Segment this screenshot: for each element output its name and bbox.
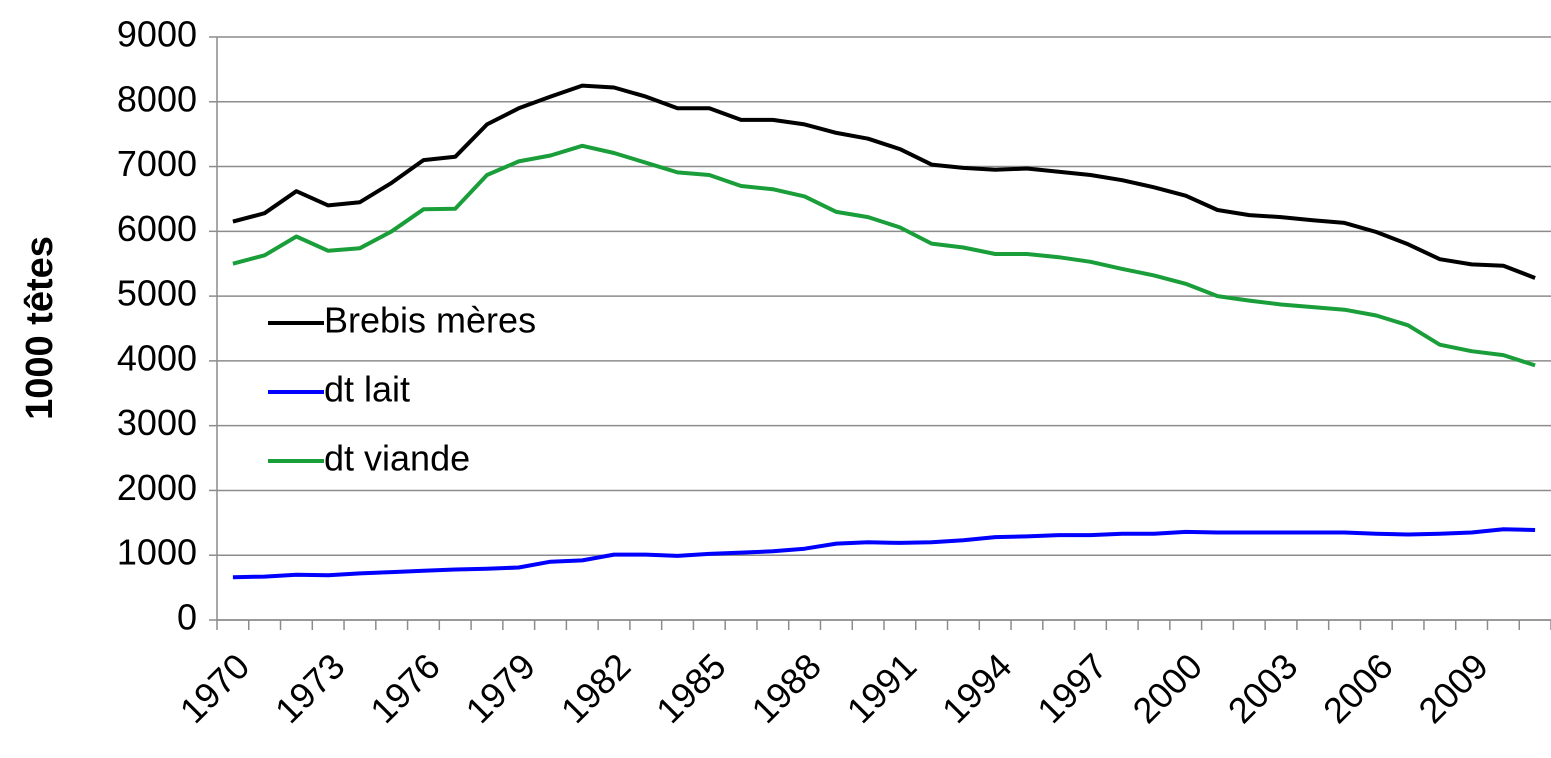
y-tick-label: 9000 xyxy=(117,14,197,55)
x-tick-label: 1994 xyxy=(934,645,1020,731)
y-tick-label: 2000 xyxy=(117,467,197,508)
x-tick-label: 1985 xyxy=(648,645,734,731)
series-line xyxy=(232,83,1536,280)
x-tick-label: 1970 xyxy=(172,645,258,731)
y-tick-label: 7000 xyxy=(117,143,197,184)
legend-label: dt lait xyxy=(324,369,410,410)
series-line xyxy=(232,143,1536,368)
legend-label: dt viande xyxy=(324,438,470,479)
series-line xyxy=(232,527,1536,580)
x-tick-label: 2000 xyxy=(1124,645,1210,731)
x-tick-label: 1991 xyxy=(839,645,925,731)
y-tick-label: 4000 xyxy=(117,337,197,378)
x-tick-label: 2003 xyxy=(1220,645,1306,731)
x-tick-label: 1982 xyxy=(553,645,639,731)
y-tick-label: 3000 xyxy=(117,402,197,443)
y-tick-label: 5000 xyxy=(117,273,197,314)
y-tick-label: 8000 xyxy=(117,78,197,119)
x-tick-label: 2009 xyxy=(1410,645,1496,731)
y-tick-label: 0 xyxy=(177,597,197,638)
x-tick-label: 1979 xyxy=(457,645,543,731)
x-tick-label: 1997 xyxy=(1029,645,1115,731)
x-tick-label: 1976 xyxy=(362,645,448,731)
x-tick-label: 1973 xyxy=(267,645,353,731)
x-tick-label: 2006 xyxy=(1315,645,1401,731)
y-tick-label: 6000 xyxy=(117,208,197,249)
y-tick-label: 1000 xyxy=(117,532,197,573)
y-axis-label: 1000 têtes xyxy=(19,236,61,420)
legend-label: Brebis mères xyxy=(324,300,536,341)
x-tick-label: 1988 xyxy=(743,645,829,731)
